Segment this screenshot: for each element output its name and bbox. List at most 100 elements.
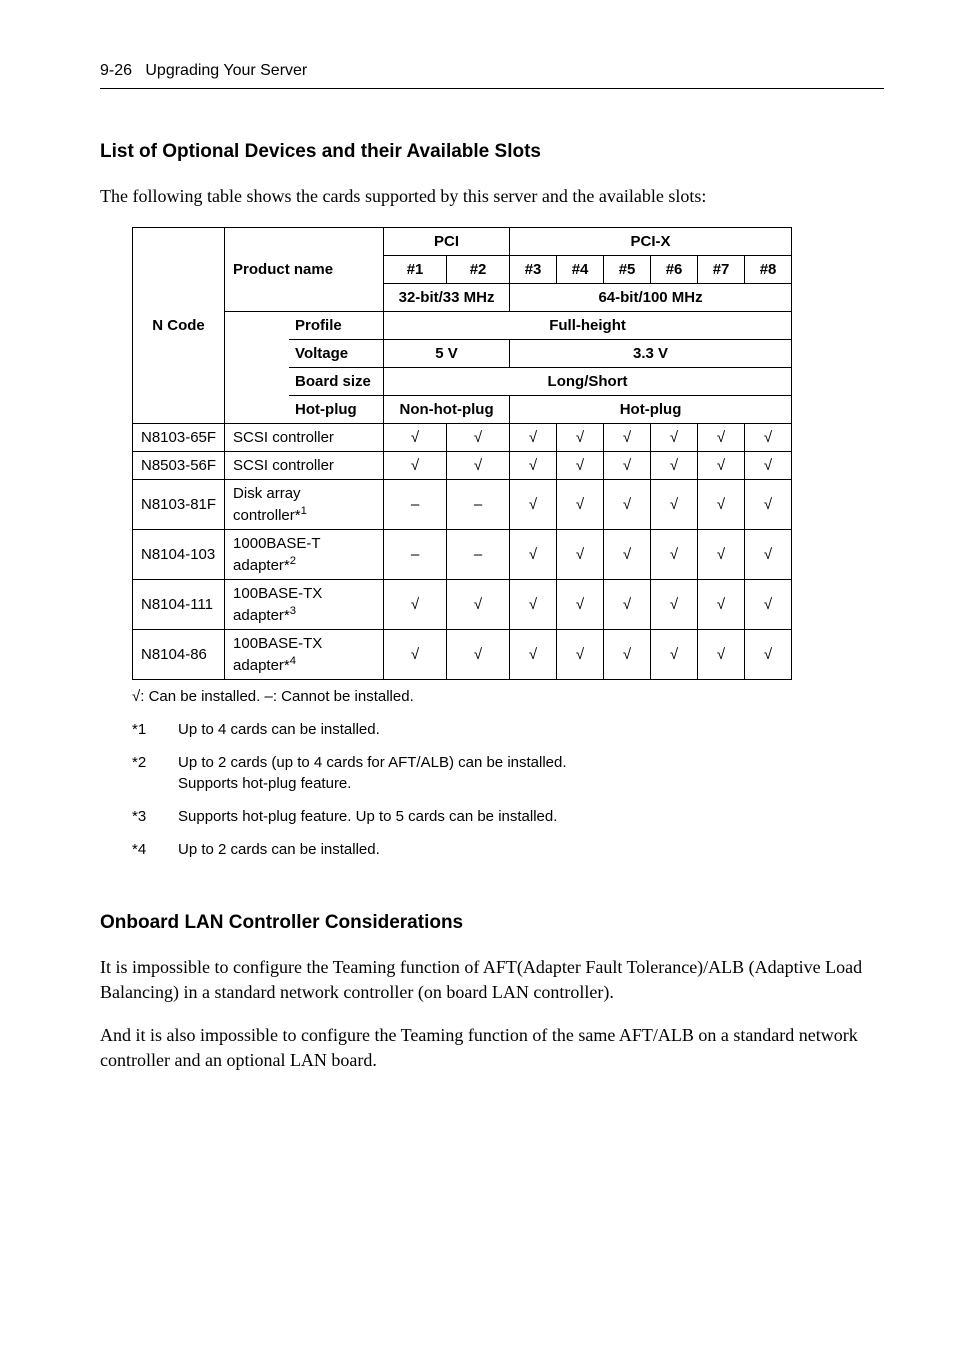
- group-pcix: PCI-X: [510, 228, 792, 256]
- table-cell: √: [384, 452, 447, 480]
- table-cell: √: [604, 530, 651, 580]
- table-cell: √: [745, 580, 792, 630]
- table-cell: √: [698, 424, 745, 452]
- legend: √: Can be installed. –: Cannot be instal…: [132, 686, 884, 707]
- table-cell: √: [557, 452, 604, 480]
- slot-8: #8: [745, 256, 792, 284]
- table-cell: √: [447, 424, 510, 452]
- footnote-key: *2: [132, 752, 156, 794]
- table-cell: √: [698, 480, 745, 530]
- table-cell: √: [604, 424, 651, 452]
- table-cell: √: [510, 480, 557, 530]
- footnote: *2 Up to 2 cards (up to 4 cards for AFT/A…: [132, 752, 884, 794]
- attr-profile-value: Full-height: [384, 312, 792, 340]
- table-row-ncode: N8103-81F: [133, 480, 225, 530]
- table-cell: √: [557, 424, 604, 452]
- slot-7: #7: [698, 256, 745, 284]
- attr-boardsize-value: Long/Short: [384, 368, 792, 396]
- slot-6: #6: [651, 256, 698, 284]
- footnote-key: *4: [132, 839, 156, 860]
- section2-p1: It is impossible to configure the Teamin…: [100, 955, 884, 1005]
- footnote-key: *1: [132, 719, 156, 740]
- table-cell: √: [510, 580, 557, 630]
- section-intro: The following table shows the cards supp…: [100, 184, 884, 209]
- product-spacer: [225, 312, 290, 424]
- table-cell: √: [604, 452, 651, 480]
- slot-2: #2: [447, 256, 510, 284]
- attr-voltage-pcix: 3.3 V: [510, 340, 792, 368]
- bus-pcix: 64-bit/100 MHz: [510, 284, 792, 312]
- attr-boardsize-label: Board size: [289, 368, 384, 396]
- footnote: *1 Up to 4 cards can be installed.: [132, 719, 884, 740]
- table-row-product: Disk array controller*1: [225, 480, 384, 530]
- footnote-key: *3: [132, 806, 156, 827]
- table-cell: √: [698, 580, 745, 630]
- table-cell: √: [745, 424, 792, 452]
- footnote: *4 Up to 2 cards can be installed.: [132, 839, 884, 860]
- table-cell: –: [447, 480, 510, 530]
- section2-p2: And it is also impossible to configure t…: [100, 1023, 884, 1073]
- section-title-onboard-lan: Onboard LAN Controller Considerations: [100, 910, 884, 937]
- table-cell: √: [384, 580, 447, 630]
- table-cell: √: [557, 480, 604, 530]
- attr-hotplug-pcix: Hot-plug: [510, 396, 792, 424]
- col-ncode: N Code: [133, 228, 225, 424]
- table-row-ncode: N8103-65F: [133, 424, 225, 452]
- bus-pci: 32-bit/33 MHz: [384, 284, 510, 312]
- table-cell: √: [698, 530, 745, 580]
- table-cell: –: [384, 480, 447, 530]
- footnotes: √: Can be installed. –: Cannot be instal…: [132, 686, 884, 860]
- attr-hotplug-label: Hot-plug: [289, 396, 384, 424]
- table-cell: √: [557, 530, 604, 580]
- slot-1: #1: [384, 256, 447, 284]
- table-cell: √: [745, 452, 792, 480]
- page-header: 9-26 Upgrading Your Server: [100, 60, 884, 89]
- table-cell: √: [557, 580, 604, 630]
- attr-voltage-pci: 5 V: [384, 340, 510, 368]
- table-cell: √: [510, 530, 557, 580]
- header-title: Upgrading Your Server: [145, 62, 307, 79]
- table-cell: √: [604, 480, 651, 530]
- section-title-optional-devices: List of Optional Devices and their Avail…: [100, 139, 884, 166]
- table-row-product: 100BASE-TX adapter*4: [225, 630, 384, 680]
- table-cell: √: [651, 452, 698, 480]
- page-number: 9-26: [100, 62, 132, 79]
- attr-voltage-label: Voltage: [289, 340, 384, 368]
- table-cell: √: [651, 424, 698, 452]
- attr-profile-label: Profile: [289, 312, 384, 340]
- table-cell: √: [745, 480, 792, 530]
- footnote: *3Supports hot-plug feature. Up to 5 car…: [132, 806, 884, 827]
- footnote-text: Up to 4 cards can be installed.: [178, 719, 380, 740]
- table-cell: √: [698, 452, 745, 480]
- table-cell: √: [651, 480, 698, 530]
- table-cell: √: [510, 424, 557, 452]
- table-cell: √: [745, 530, 792, 580]
- footnote-text: Up to 2 cards can be installed.: [178, 839, 380, 860]
- table-row-ncode: N8104-111: [133, 580, 225, 630]
- table-cell: √: [557, 630, 604, 680]
- table-cell: √: [604, 580, 651, 630]
- table-row-ncode: N8104-103: [133, 530, 225, 580]
- compat-table: N CodeProduct namePCIPCI-X#1#2#3#4#5#6#7…: [132, 227, 792, 680]
- table-cell: √: [447, 452, 510, 480]
- attr-hotplug-pci: Non-hot-plug: [384, 396, 510, 424]
- table-row-ncode: N8503-56F: [133, 452, 225, 480]
- group-pci: PCI: [384, 228, 510, 256]
- footnote-text: Up to 2 cards (up to 4 cards for AFT/ALB…: [178, 752, 567, 794]
- table-cell: √: [384, 630, 447, 680]
- table-row-product: 100BASE-TX adapter*3: [225, 580, 384, 630]
- table-cell: √: [510, 452, 557, 480]
- table-cell: √: [384, 424, 447, 452]
- table-cell: –: [384, 530, 447, 580]
- table-cell: √: [447, 580, 510, 630]
- table-cell: √: [698, 630, 745, 680]
- table-row-product: SCSI controller: [225, 452, 384, 480]
- slot-3: #3: [510, 256, 557, 284]
- table-cell: √: [651, 580, 698, 630]
- table-cell: √: [651, 630, 698, 680]
- table-cell: √: [510, 630, 557, 680]
- slot-5: #5: [604, 256, 651, 284]
- table-cell: √: [651, 530, 698, 580]
- slot-4: #4: [557, 256, 604, 284]
- table-row-ncode: N8104-86: [133, 630, 225, 680]
